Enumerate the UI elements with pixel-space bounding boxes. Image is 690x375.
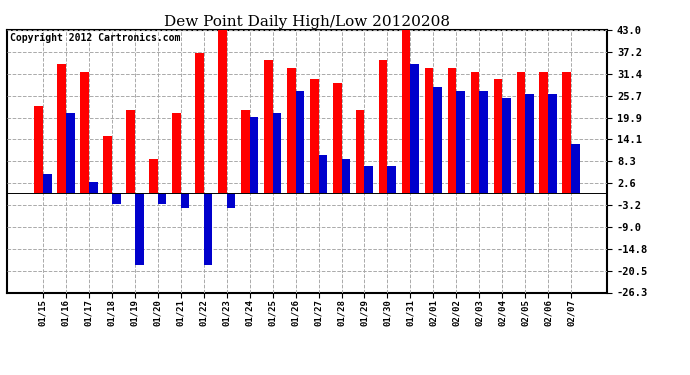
Bar	[241, 110, 250, 193]
Bar	[411, 64, 419, 193]
Bar	[310, 79, 319, 193]
Text: Copyright 2012 Cartronics.com: Copyright 2012 Cartronics.com	[10, 33, 180, 43]
Bar	[226, 193, 235, 208]
Bar	[471, 72, 480, 193]
Bar	[287, 68, 295, 193]
Bar	[158, 193, 166, 204]
Bar	[571, 144, 580, 193]
Bar	[172, 113, 181, 193]
Bar	[525, 94, 534, 193]
Bar	[80, 72, 89, 193]
Bar	[540, 72, 549, 193]
Bar	[388, 166, 396, 193]
Bar	[103, 136, 112, 193]
Bar	[89, 182, 97, 193]
Bar	[333, 83, 342, 193]
Bar	[517, 72, 525, 193]
Bar	[43, 174, 52, 193]
Bar	[126, 110, 135, 193]
Bar	[356, 110, 364, 193]
Bar	[112, 193, 121, 204]
Bar	[149, 159, 158, 193]
Bar	[57, 64, 66, 193]
Title: Dew Point Daily High/Low 20120208: Dew Point Daily High/Low 20120208	[164, 15, 450, 29]
Bar	[273, 113, 282, 193]
Bar	[424, 68, 433, 193]
Bar	[195, 53, 204, 193]
Bar	[342, 159, 351, 193]
Bar	[218, 30, 226, 193]
Bar	[135, 193, 144, 265]
Bar	[295, 91, 304, 193]
Bar	[264, 60, 273, 193]
Bar	[379, 60, 388, 193]
Bar	[502, 98, 511, 193]
Bar	[493, 79, 502, 193]
Bar	[448, 68, 456, 193]
Bar	[204, 193, 213, 265]
Bar	[480, 91, 488, 193]
Bar	[319, 155, 327, 193]
Bar	[549, 94, 557, 193]
Bar	[181, 193, 190, 208]
Bar	[456, 91, 465, 193]
Bar	[433, 87, 442, 193]
Bar	[364, 166, 373, 193]
Bar	[562, 72, 571, 193]
Bar	[250, 117, 258, 193]
Bar	[66, 113, 75, 193]
Bar	[34, 106, 43, 193]
Bar	[402, 30, 411, 193]
